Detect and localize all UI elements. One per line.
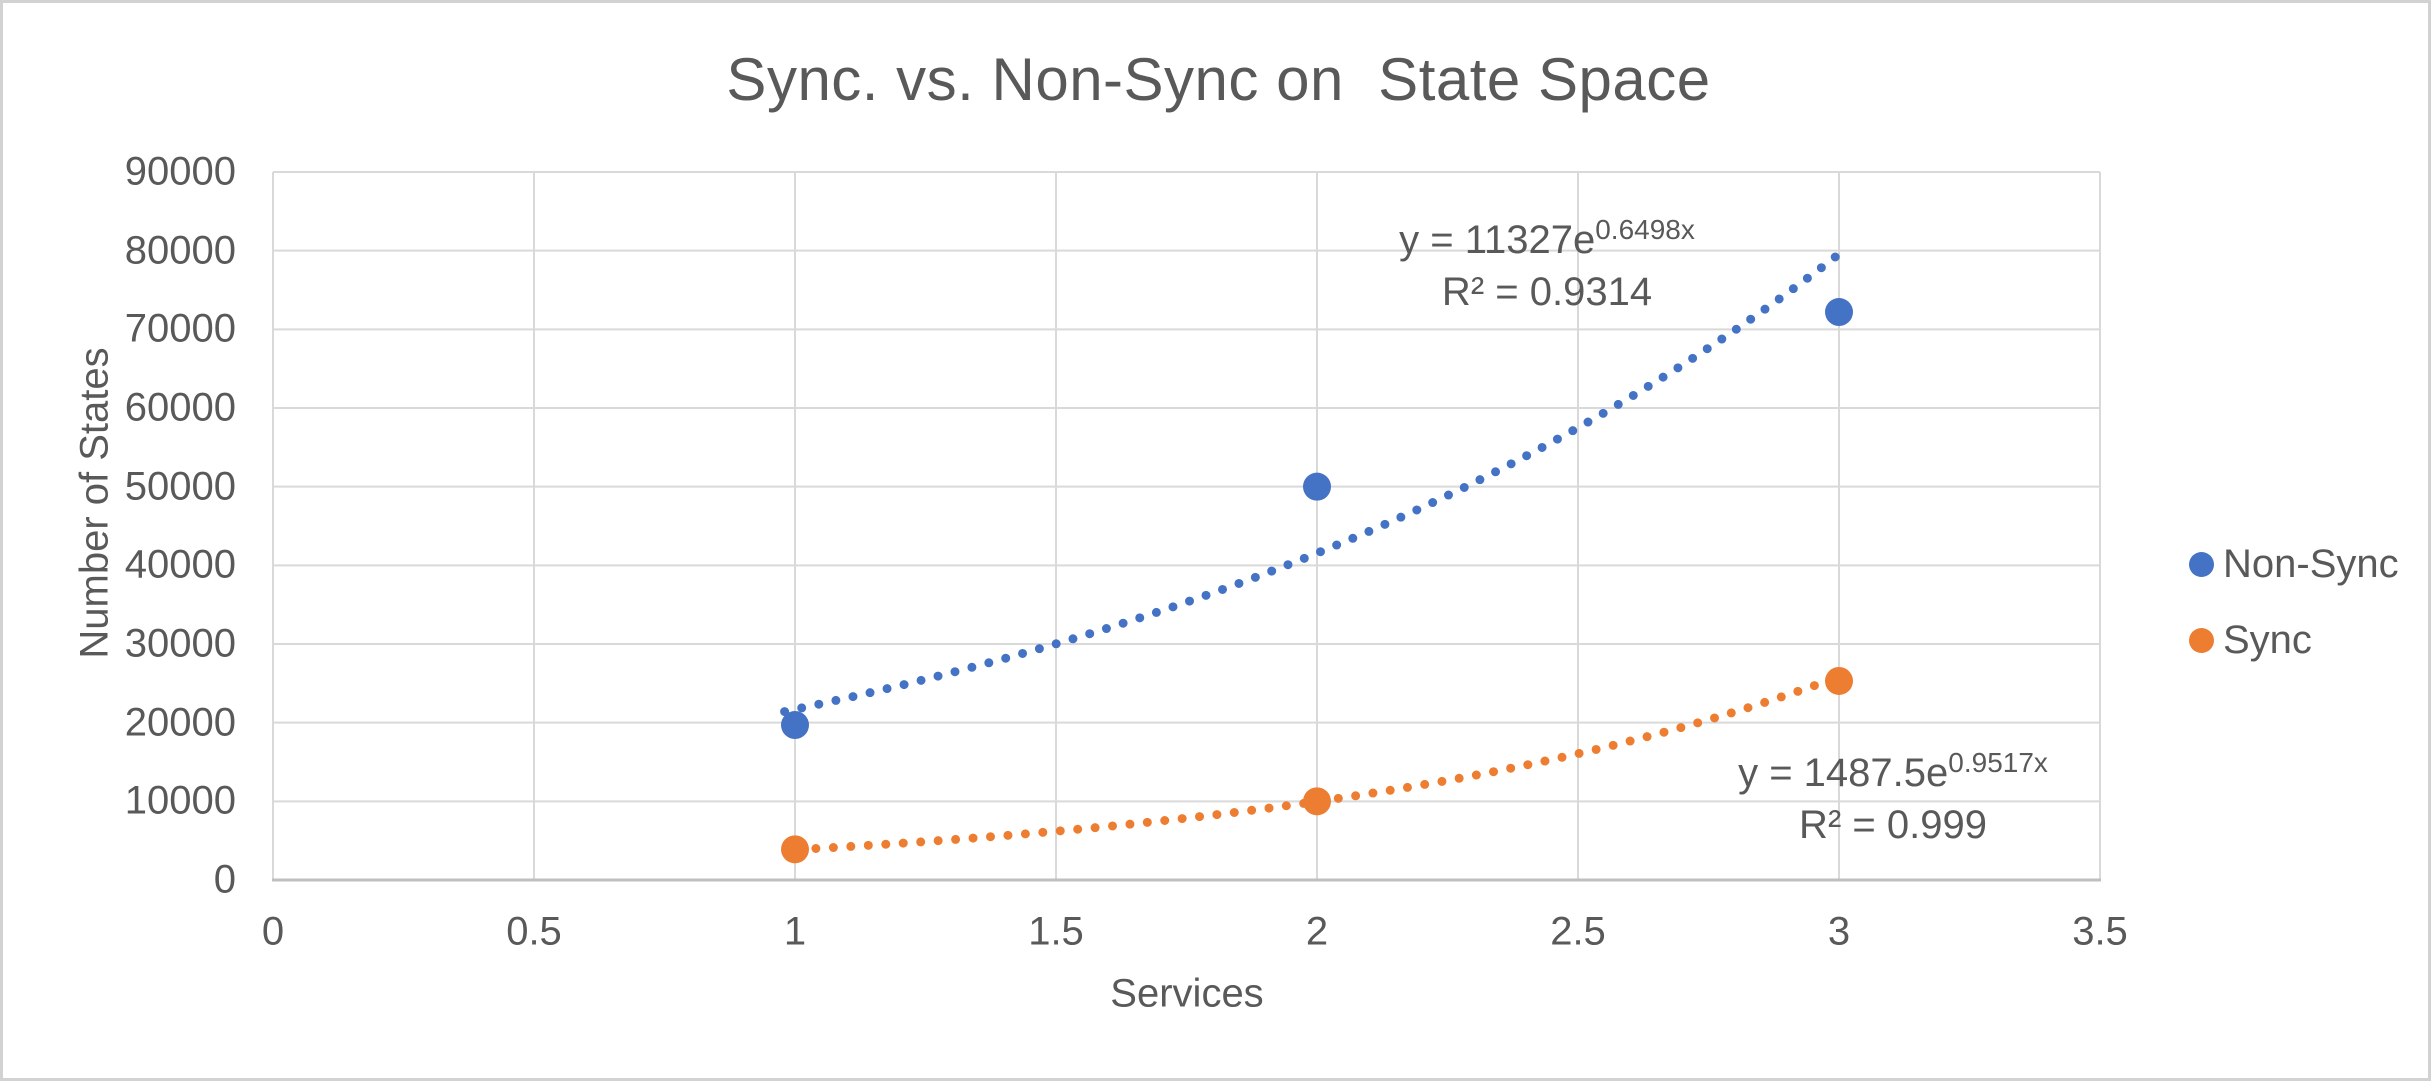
legend: Non-Sync Sync [2189,539,2399,665]
legend-label-sync: Sync [2223,617,2312,662]
x-axis-tick-label: 1.5 [1028,909,1084,954]
y-axis-tick-label: 60000 [124,385,236,430]
x-axis-tick-label: 2 [1305,909,1329,954]
legend-label-non-sync: Non-Sync [2223,541,2399,586]
legend-item-sync: Sync [2189,615,2399,665]
x-axis-tick-label: 2.5 [1550,909,1606,954]
y-axis-tick-label: 80000 [124,228,236,273]
trendline-equation-sync: y = 1487.5e0.9517x R² = 0.999 [1738,747,2048,851]
y-axis-tick-label: 10000 [124,778,236,823]
y-axis-tick-label: 50000 [124,464,236,509]
x-axis-tick-label: 0 [261,909,285,954]
x-axis-tick-label: 3.5 [2072,909,2128,954]
y-axis-tick-label: 70000 [124,306,236,351]
trendline-equation-non-sync: y = 11327e0.6498x R² = 0.9314 [1399,214,1695,318]
formula-exponent-non-sync: 0.6498x [1595,214,1695,245]
trendline-formula-sync: y = 1487.5e0.9517x [1738,747,2048,799]
data-point-sync [781,835,809,864]
y-axis-tick-label: 40000 [124,542,236,587]
legend-item-non-sync: Non-Sync [2189,539,2399,589]
data-point-non-sync [781,711,809,740]
data-point-non-sync [1825,298,1853,327]
x-axis-tick-label: 3 [1827,909,1851,954]
trendline-formula-non-sync: y = 11327e0.6498x [1399,214,1695,266]
x-axis-title: Services [1110,971,1264,1016]
y-axis-tick-label: 30000 [124,621,236,666]
plot-area [272,171,2101,882]
r-squared-sync: R² = 0.999 [1799,803,1987,847]
data-point-sync [1303,787,1331,816]
x-axis-tick-label: 0.5 [506,909,562,954]
formula-exponent-sync: 0.9517x [1948,747,2048,778]
y-axis-tick-label: 90000 [124,149,236,194]
chart-title: Sync. vs. Non-Sync on State Space [726,46,1711,113]
r-squared-non-sync: R² = 0.9314 [1441,270,1653,314]
trendline-sync [811,674,1839,853]
formula-base-sync: y = 1487.5e [1738,751,1949,795]
y-axis-tick-label: 0 [213,857,236,902]
data-point-sync [1825,666,1853,695]
formula-base-non-sync: y = 11327e [1399,218,1596,262]
legend-marker-sync [2189,627,2214,653]
y-axis-tick-label: 20000 [124,700,236,745]
legend-marker-non-sync [2189,551,2214,577]
x-axis-tick-label: 1 [783,909,807,954]
data-point-non-sync [1303,472,1331,501]
